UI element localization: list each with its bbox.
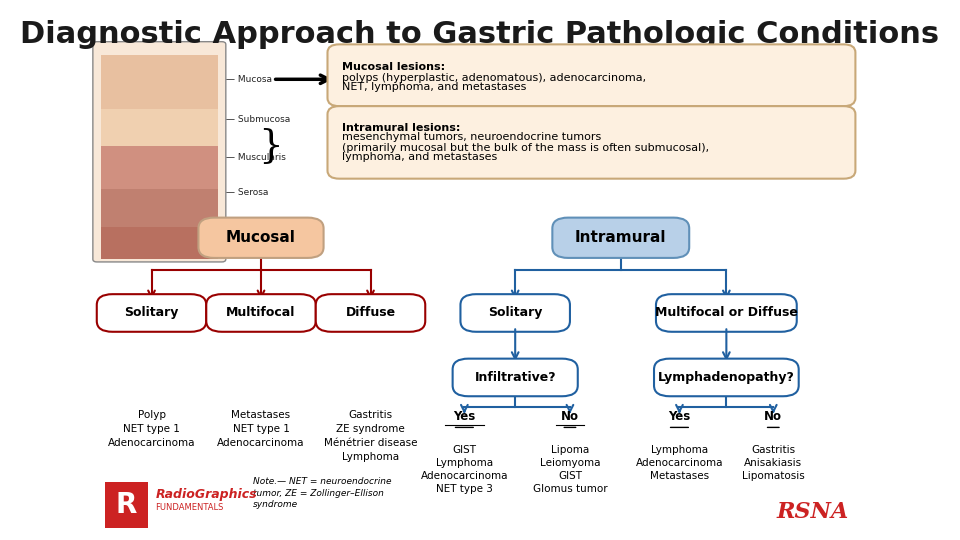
Text: Metastases
NET type 1
Adenocarcinoma: Metastases NET type 1 Adenocarcinoma — [217, 410, 304, 448]
FancyBboxPatch shape — [206, 294, 316, 332]
Text: Note.— NET = neuroendocrine
tumor, ZE = Zollinger–Ellison
syndrome: Note.— NET = neuroendocrine tumor, ZE = … — [253, 477, 392, 509]
FancyBboxPatch shape — [316, 294, 425, 332]
Bar — [101, 109, 218, 146]
Text: Intramural: Intramural — [575, 230, 666, 245]
Text: Multifocal or Diffuse: Multifocal or Diffuse — [655, 307, 798, 320]
Text: Solitary: Solitary — [125, 307, 179, 320]
Bar — [105, 482, 148, 528]
Bar — [101, 146, 218, 190]
Text: Gastritis
ZE syndrome
Ménétrier disease
Lymphoma: Gastritis ZE syndrome Ménétrier disease … — [324, 410, 418, 462]
Text: Polyp
NET type 1
Adenocarcinoma: Polyp NET type 1 Adenocarcinoma — [108, 410, 195, 448]
Text: Solitary: Solitary — [488, 307, 542, 320]
Text: Diagnostic Approach to Gastric Pathologic Conditions: Diagnostic Approach to Gastric Pathologi… — [20, 20, 940, 49]
Text: lymphoma, and metastases: lymphoma, and metastases — [342, 152, 497, 162]
FancyBboxPatch shape — [327, 44, 855, 106]
Text: Infiltrative?: Infiltrative? — [474, 371, 556, 384]
Text: Mucosal: Mucosal — [226, 230, 296, 245]
Text: Lymphadenopathy?: Lymphadenopathy? — [658, 371, 795, 384]
Text: — Serosa: — Serosa — [226, 187, 268, 197]
Text: }: } — [258, 128, 283, 165]
Text: No: No — [764, 410, 782, 423]
Text: Gastritis
Anisakiasis
Lipomatosis: Gastritis Anisakiasis Lipomatosis — [742, 444, 804, 481]
FancyBboxPatch shape — [97, 294, 206, 332]
Text: mesenchymal tumors, neuroendocrine tumors: mesenchymal tumors, neuroendocrine tumor… — [342, 132, 601, 143]
Text: (primarily mucosal but the bulk of the mass is often submucosal),: (primarily mucosal but the bulk of the m… — [342, 143, 708, 152]
Text: Lymphoma
Adenocarcinoma
Metastases: Lymphoma Adenocarcinoma Metastases — [636, 444, 723, 481]
Text: Intramural lesions:: Intramural lesions: — [342, 123, 460, 133]
FancyBboxPatch shape — [654, 359, 799, 396]
Bar — [101, 190, 218, 227]
Text: — Submucosa: — Submucosa — [226, 115, 290, 124]
FancyBboxPatch shape — [552, 218, 689, 258]
Text: Lipoma
Leiomyoma
GIST
Glomus tumor: Lipoma Leiomyoma GIST Glomus tumor — [533, 444, 608, 494]
FancyBboxPatch shape — [327, 106, 855, 179]
Text: Yes: Yes — [668, 410, 690, 423]
Text: R: R — [115, 491, 136, 519]
Bar — [101, 55, 218, 109]
Text: GIST
Lymphoma
Adenocarcinoma
NET type 3: GIST Lymphoma Adenocarcinoma NET type 3 — [420, 444, 508, 494]
FancyBboxPatch shape — [461, 294, 570, 332]
Text: — Muscularis: — Muscularis — [226, 153, 286, 161]
Text: RSNA: RSNA — [777, 501, 849, 523]
Text: Diffuse: Diffuse — [346, 307, 396, 320]
FancyBboxPatch shape — [93, 42, 226, 262]
FancyBboxPatch shape — [199, 218, 324, 258]
Text: Multifocal: Multifocal — [227, 307, 296, 320]
Text: polyps (hyperplastic, adenomatous), adenocarcinoma,: polyps (hyperplastic, adenomatous), aden… — [342, 73, 646, 83]
FancyBboxPatch shape — [656, 294, 797, 332]
FancyBboxPatch shape — [452, 359, 578, 396]
Text: Mucosal lesions:: Mucosal lesions: — [342, 63, 444, 72]
Text: RadioGraphics: RadioGraphics — [156, 488, 257, 501]
Text: FUNDAMENTALS: FUNDAMENTALS — [156, 503, 224, 512]
Text: — Mucosa: — Mucosa — [226, 75, 272, 84]
Text: No: No — [561, 410, 579, 423]
Text: NET, lymphoma, and metastases: NET, lymphoma, and metastases — [342, 82, 526, 92]
Bar — [101, 227, 218, 259]
Text: Yes: Yes — [453, 410, 475, 423]
